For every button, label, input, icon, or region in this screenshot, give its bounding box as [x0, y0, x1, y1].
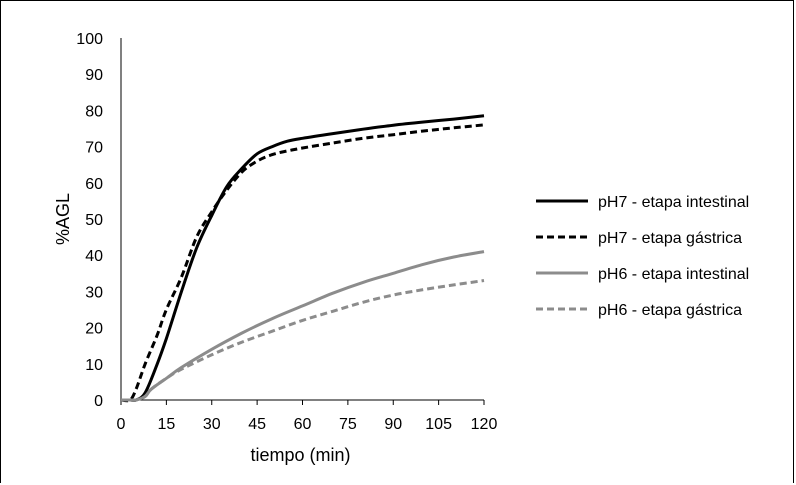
y-axis-title: %AGL — [53, 193, 73, 245]
series-line-4 — [121, 279, 485, 402]
legend-label-1: pH7 - etapa intestinal — [598, 194, 749, 211]
y-axis: 0 10 20 30 40 50 60 70 80 90 100 — [76, 31, 122, 410]
y-tick-label: 60 — [85, 176, 103, 193]
y-tick-label: 90 — [85, 67, 103, 84]
x-axis-title: tiempo (min) — [250, 445, 350, 465]
legend-label-2: pH7 - etapa gástrica — [598, 230, 742, 247]
legend-label-4: pH6 - etapa gástrica — [598, 302, 742, 319]
x-tick-label: 15 — [157, 416, 175, 433]
x-tick-label: 75 — [339, 416, 357, 433]
x-tick-label: 45 — [248, 416, 266, 433]
y-tick-label: 50 — [85, 212, 103, 229]
y-tick-label: 20 — [85, 321, 103, 338]
series-line-1 — [121, 114, 485, 403]
y-tick-label: 0 — [94, 393, 103, 410]
legend: pH7 - etapa intestinal pH7 - etapa gástri… — [536, 194, 749, 319]
y-tick-label: 100 — [76, 31, 103, 48]
y-tick-label: 70 — [85, 140, 103, 157]
x-tick-label: 90 — [384, 416, 402, 433]
series-lines — [120, 114, 485, 403]
x-tick-label: 30 — [203, 416, 221, 433]
legend-label-3: pH6 - etapa intestinal — [598, 266, 749, 283]
x-tick-label: 0 — [117, 416, 126, 433]
x-axis: 0 15 30 45 60 75 90 105 120 — [117, 399, 498, 433]
y-tick-label: 10 — [85, 357, 103, 374]
y-tick-label: 80 — [85, 103, 103, 120]
series-line-2 — [120, 123, 485, 403]
y-tick-label: 40 — [85, 248, 103, 265]
x-tick-label: 105 — [425, 416, 452, 433]
y-tick-label: 30 — [85, 284, 103, 301]
x-tick-label: 60 — [294, 416, 312, 433]
series-line-3 — [121, 250, 485, 402]
x-tick-label: 120 — [471, 416, 498, 433]
